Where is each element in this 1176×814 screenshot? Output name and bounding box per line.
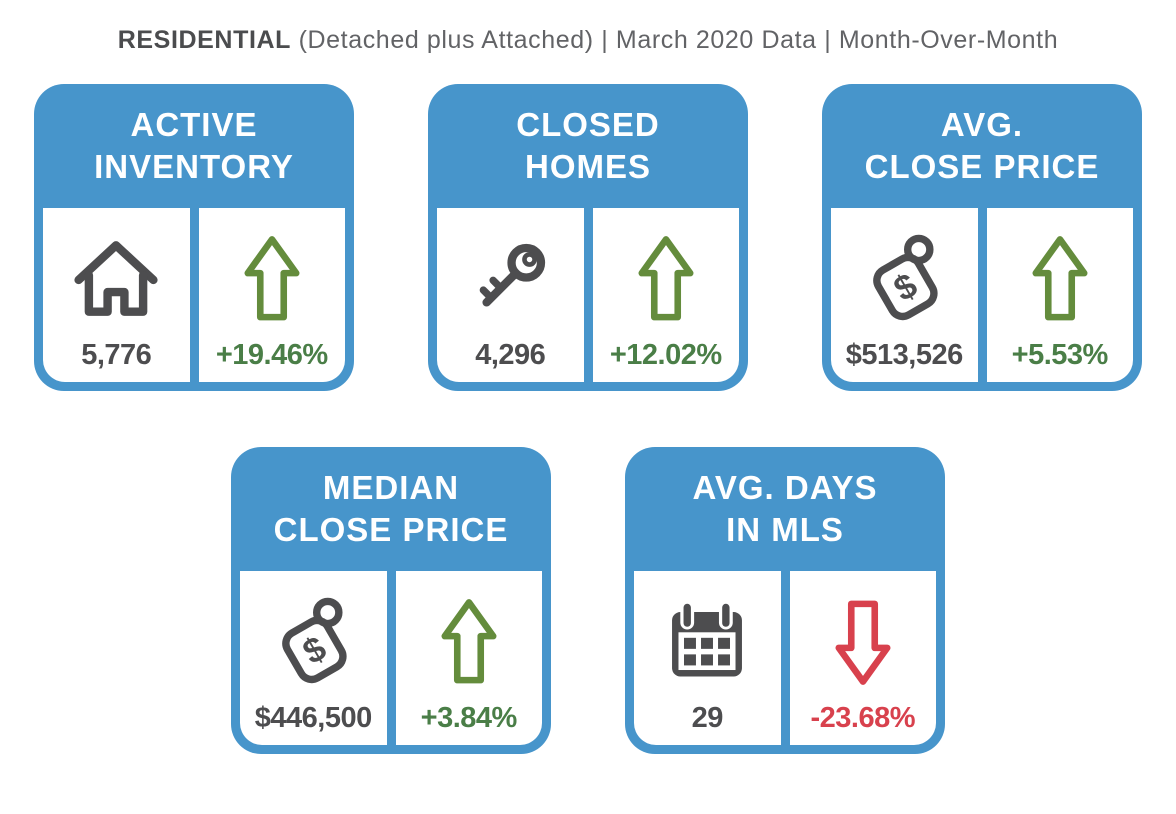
card-body: 5,776 +19.46% bbox=[43, 208, 345, 382]
card-title-line: AVG. DAYS bbox=[692, 469, 878, 507]
metric-value: $513,526 bbox=[845, 338, 963, 371]
metric-change: -23.68% bbox=[810, 701, 915, 734]
metric-change: +5.53% bbox=[1011, 338, 1109, 371]
price-tag-icon: $ bbox=[265, 581, 361, 703]
calendar-icon bbox=[661, 581, 753, 703]
page-title-rest: (Detached plus Attached) | March 2020 Da… bbox=[291, 26, 1059, 54]
card-title-line: MEDIAN bbox=[322, 469, 460, 507]
card-title: ACTIVE INVENTORY bbox=[43, 84, 345, 208]
up-arrow-icon bbox=[436, 581, 502, 703]
down-arrow-icon bbox=[830, 581, 896, 703]
page-title: RESIDENTIAL (Detached plus Attached) | M… bbox=[0, 26, 1176, 55]
value-panel: 5,776 bbox=[43, 208, 190, 382]
change-panel: +12.02% bbox=[592, 208, 739, 382]
up-arrow-icon bbox=[239, 218, 305, 340]
metric-change: +19.46% bbox=[215, 338, 328, 371]
change-panel: +19.46% bbox=[198, 208, 345, 382]
card-median-close-price: MEDIAN CLOSE PRICE $ bbox=[231, 447, 551, 754]
card-title-line: CLOSE PRICE bbox=[864, 148, 1100, 185]
card-title: AVG. DAYS IN MLS bbox=[634, 447, 936, 571]
value-panel: $ $513,526 bbox=[831, 208, 978, 382]
metric-change: +3.84% bbox=[420, 701, 518, 734]
value-panel: $ $446,500 bbox=[240, 571, 387, 745]
card-title: MEDIAN CLOSE PRICE bbox=[240, 447, 542, 571]
metric-value: 5,776 bbox=[81, 338, 152, 371]
card-row-bottom: MEDIAN CLOSE PRICE $ bbox=[0, 447, 1176, 754]
key-icon bbox=[464, 218, 556, 340]
card-title: AVG. CLOSE PRICE bbox=[831, 84, 1133, 208]
infographic-page: RESIDENTIAL (Detached plus Attached) | M… bbox=[0, 26, 1176, 814]
card-row-top: ACTIVE INVENTORY 5,776 bbox=[0, 84, 1176, 391]
change-panel: +3.84% bbox=[395, 571, 542, 745]
value-panel: 4,296 bbox=[437, 208, 584, 382]
card-title-line: HOMES bbox=[524, 148, 651, 185]
up-arrow-icon bbox=[633, 218, 699, 340]
card-active-inventory: ACTIVE INVENTORY 5,776 bbox=[34, 84, 354, 391]
up-arrow-icon bbox=[1027, 218, 1093, 340]
change-panel: -23.68% bbox=[789, 571, 936, 745]
price-tag-icon: $ bbox=[856, 218, 952, 340]
card-body: $ $446,500 +3.84% bbox=[240, 571, 542, 745]
change-panel: +5.53% bbox=[986, 208, 1133, 382]
metric-value: $446,500 bbox=[254, 701, 372, 734]
card-title-line: ACTIVE bbox=[130, 106, 258, 144]
card-body: 4,296 +12.02% bbox=[437, 208, 739, 382]
card-title-line: CLOSE PRICE bbox=[273, 511, 509, 548]
card-avg-days-in-mls: AVG. DAYS IN MLS bbox=[625, 447, 945, 754]
card-title-line: AVG. bbox=[940, 106, 1024, 144]
page-title-emphasis: RESIDENTIAL bbox=[117, 26, 292, 54]
svg-text:$: $ bbox=[297, 628, 333, 672]
card-body: 29 -23.68% bbox=[634, 571, 936, 745]
svg-text:$: $ bbox=[888, 265, 924, 309]
card-title: CLOSED HOMES bbox=[437, 84, 739, 208]
card-title-line: CLOSED bbox=[516, 106, 660, 144]
house-icon bbox=[68, 218, 164, 340]
metric-value: 4,296 bbox=[475, 338, 546, 371]
card-title-line: INVENTORY bbox=[94, 148, 294, 185]
value-panel: 29 bbox=[634, 571, 781, 745]
metric-value: 29 bbox=[691, 701, 724, 734]
card-title-line: IN MLS bbox=[726, 511, 844, 548]
card-closed-homes: CLOSED HOMES bbox=[428, 84, 748, 391]
card-body: $ $513,526 +5.53% bbox=[831, 208, 1133, 382]
card-avg-close-price: AVG. CLOSE PRICE $ bbox=[822, 84, 1142, 391]
metric-change: +12.02% bbox=[609, 338, 722, 371]
